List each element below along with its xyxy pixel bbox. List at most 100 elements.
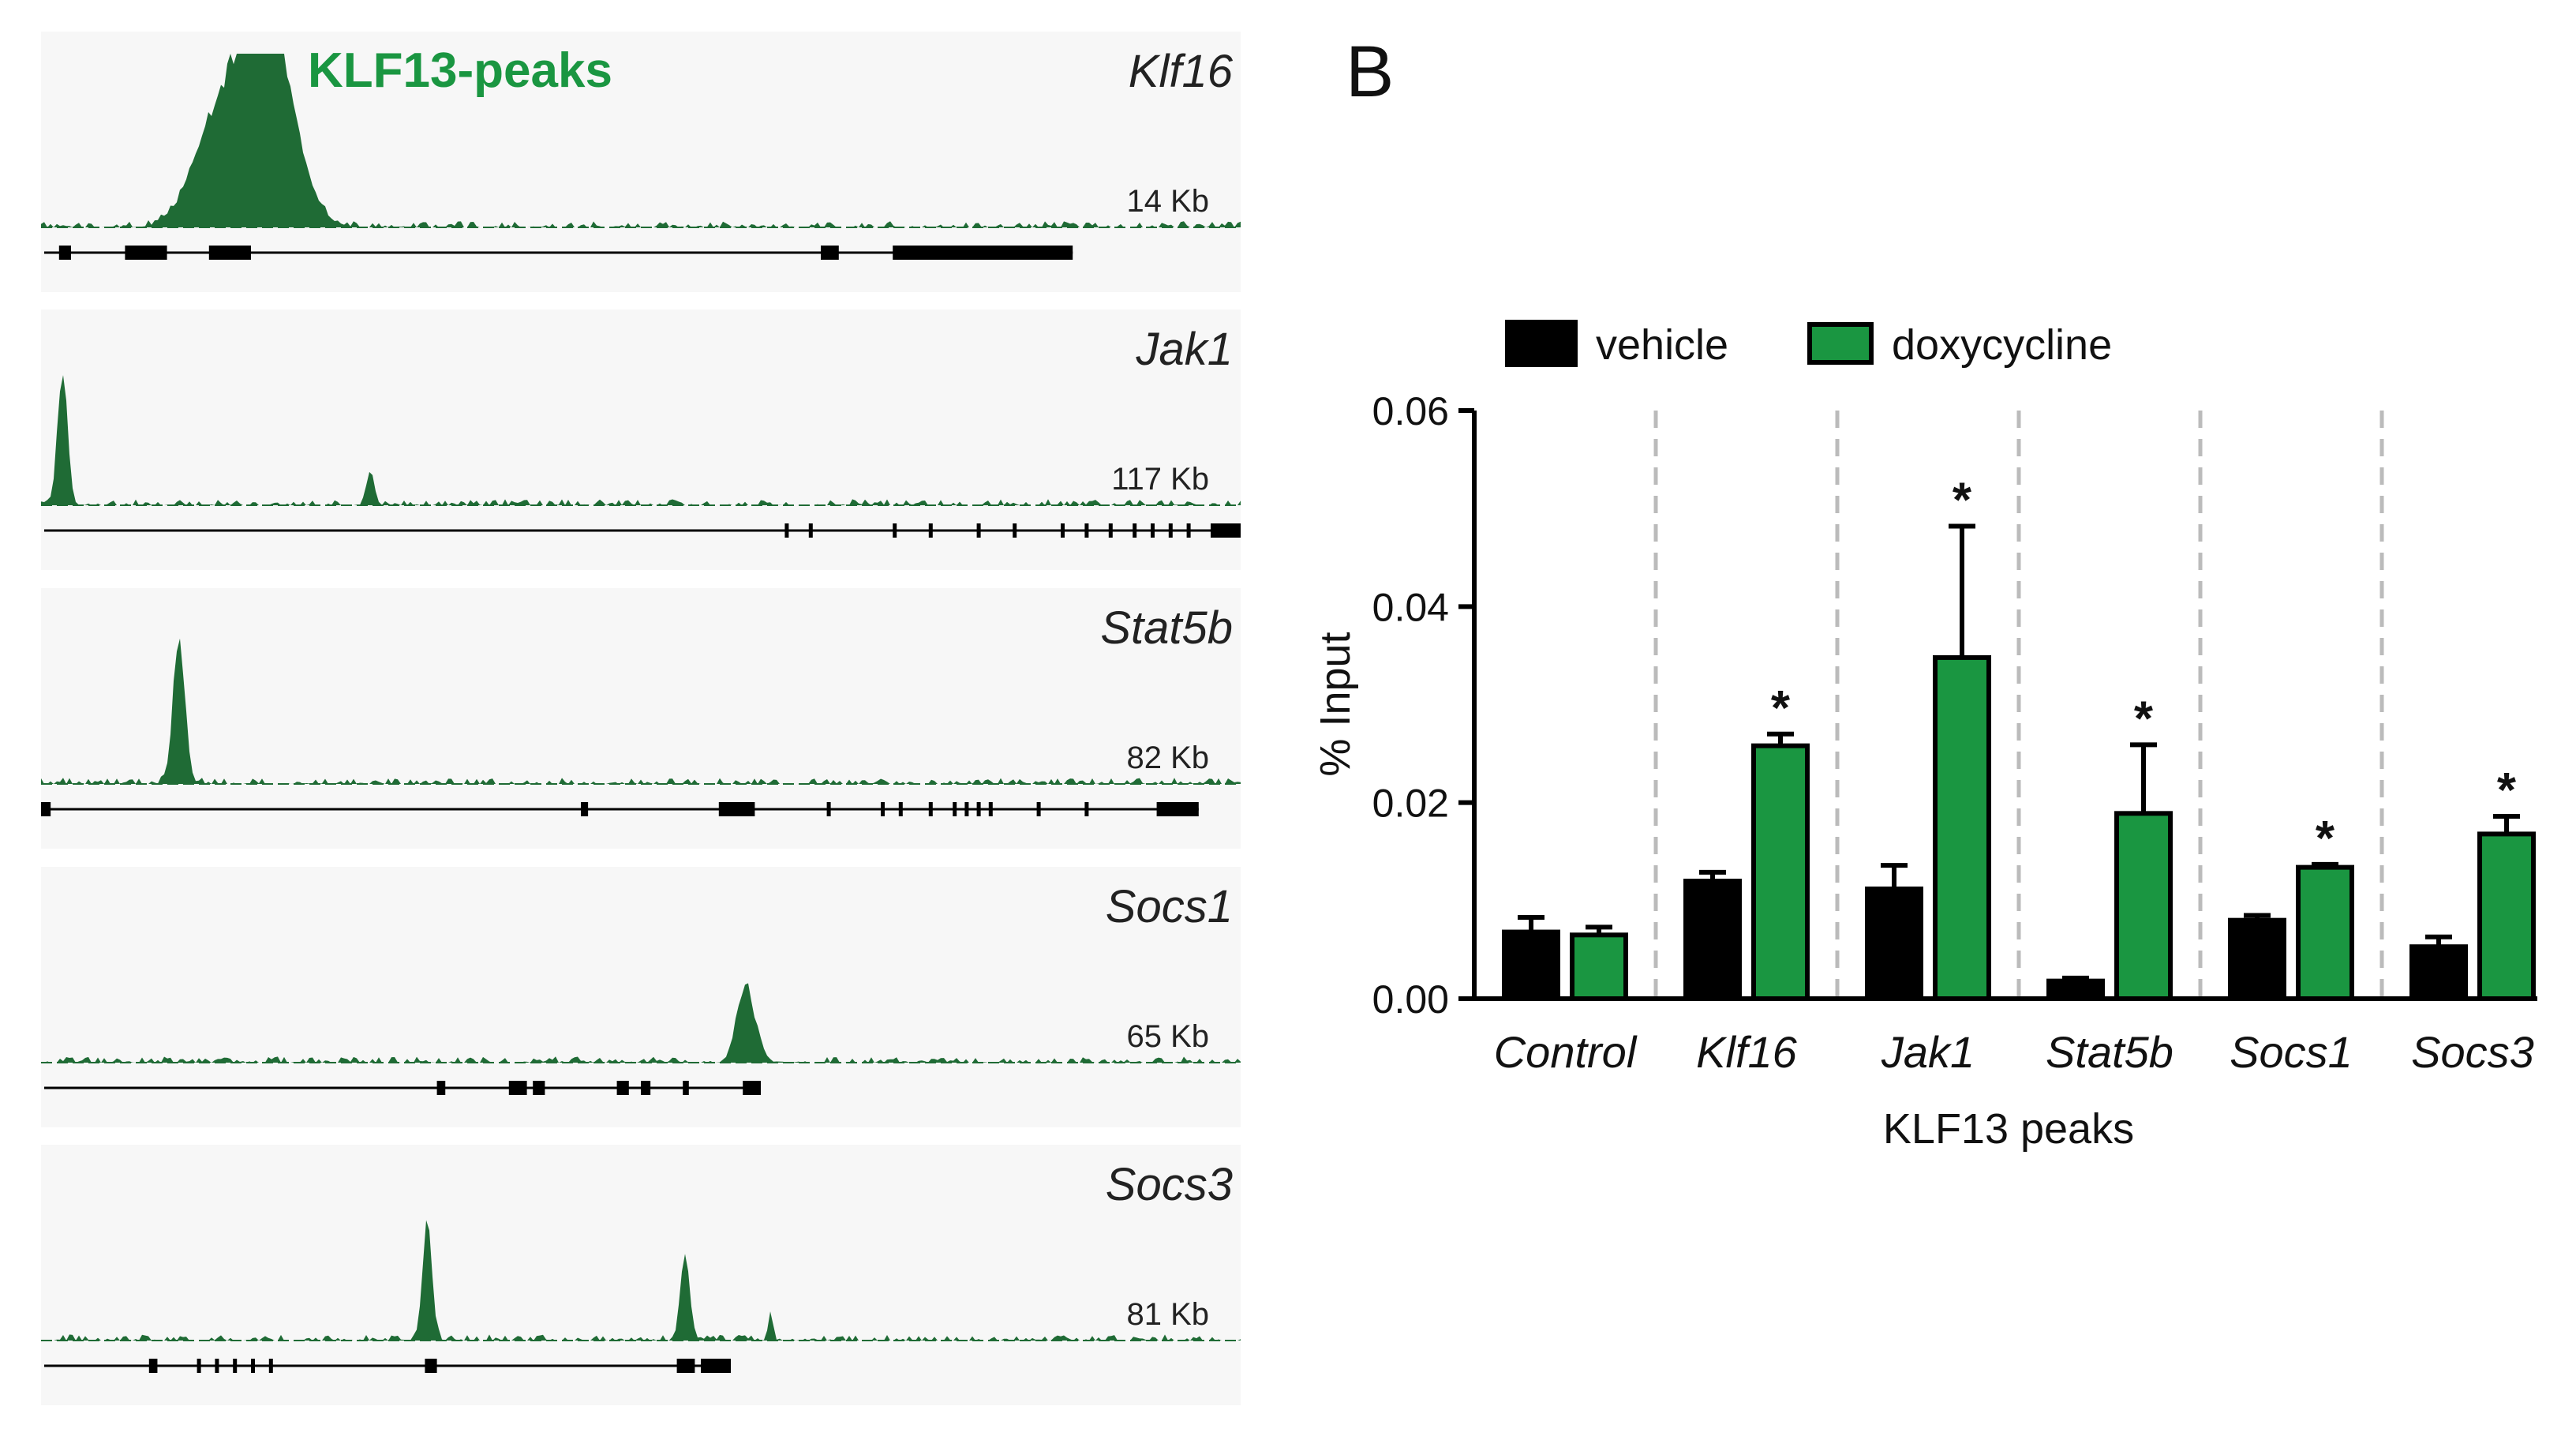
track-gene-name: Klf16 — [1129, 46, 1234, 97]
exon-block — [1156, 802, 1199, 816]
bar-group: * * * * * — [1502, 474, 2536, 1002]
exon-block — [683, 1081, 689, 1095]
track-gene-name: Jak1 — [1135, 324, 1233, 375]
group-separators — [1653, 411, 2384, 999]
exon-block — [808, 523, 813, 538]
exon-block — [1061, 523, 1065, 538]
bar-vehicle-stat5b — [2046, 978, 2105, 1002]
significance-marker: * — [2497, 763, 2517, 818]
exon-block — [928, 523, 933, 538]
exon-block — [616, 1081, 629, 1095]
exon-block — [826, 802, 831, 816]
panel-b-label: B — [1346, 32, 1394, 112]
exon-block — [197, 1359, 201, 1373]
y-tick-label: 0.04 — [1372, 585, 1449, 629]
exon-block — [1133, 523, 1137, 538]
x-axis-title: KLF13 peaks — [1883, 1105, 2134, 1153]
exon-block — [1108, 523, 1113, 538]
significance-marker: * — [1953, 474, 1972, 528]
exon-block — [676, 1359, 695, 1373]
y-tick-label: 0.06 — [1372, 389, 1449, 433]
exon-block — [988, 802, 993, 816]
track-background — [41, 588, 1241, 849]
exon-block — [976, 523, 981, 538]
track-stat5b: Stat5b 82 Kb — [41, 588, 1241, 849]
significance-marker: * — [2316, 812, 2335, 866]
x-tick-label: Control — [1494, 1027, 1638, 1077]
track-background — [41, 309, 1241, 570]
exon-block — [41, 802, 51, 816]
exon-block — [718, 802, 755, 816]
track-group: Klf16 14 Kb Jak1 117 Kb Stat5b 82 Kb Socs1 65 K… — [41, 32, 1241, 1405]
exon-block — [1013, 523, 1017, 538]
significance-marker: * — [2134, 692, 2154, 746]
exon-block — [893, 523, 897, 538]
exon-block — [425, 1359, 437, 1373]
bar-doxycycline-socs1 — [2296, 864, 2354, 1002]
track-gene-name: Stat5b — [1100, 602, 1233, 654]
exon-block — [1084, 523, 1089, 538]
legend-label-vehicle: vehicle — [1596, 321, 1728, 369]
exon-block — [581, 802, 589, 816]
exon-block — [953, 802, 957, 816]
exon-block — [743, 1081, 761, 1095]
y-axis-ticks: 0.00 0.02 0.04 0.06 — [1372, 389, 1474, 1022]
exon-block — [148, 1359, 158, 1373]
exon-block — [58, 246, 71, 260]
bar-vehicle-socs1 — [2228, 917, 2286, 1001]
bar-doxycycline-control — [1570, 932, 1628, 1001]
track-gene-name: Socs1 — [1106, 881, 1233, 932]
track-socs3: Socs3 81 Kb — [41, 1145, 1241, 1405]
exon-block — [881, 802, 885, 816]
track-gene-name: Socs3 — [1106, 1159, 1233, 1210]
coverage-profile — [41, 54, 1241, 227]
exon-block — [125, 246, 167, 260]
y-tick-label: 0.02 — [1372, 782, 1449, 826]
exon-block — [215, 1359, 219, 1373]
exon-block — [893, 246, 1073, 260]
exon-block — [1151, 523, 1155, 538]
exon-block — [1211, 523, 1241, 538]
x-tick-label: Stat5b — [2046, 1027, 2174, 1077]
bar-doxycycline-klf16 — [1751, 743, 1810, 1002]
significance-marker: * — [1771, 681, 1791, 736]
bar-vehicle-socs3 — [2409, 944, 2468, 1001]
exon-block — [928, 802, 933, 816]
bar-vehicle-klf16 — [1683, 879, 1742, 1001]
bar-vehicle-control — [1502, 929, 1560, 1001]
x-axis-ticks: Control Klf16 Jak1 Stat5b Socs1 Socs3 — [1494, 1027, 2534, 1077]
exon-block — [1084, 802, 1089, 816]
bar-doxycycline-jak1 — [1933, 654, 1991, 1002]
track-scale-label: 65 Kb — [1126, 1019, 1209, 1054]
track-socs1: Socs1 65 Kb — [41, 867, 1241, 1127]
exon-block — [233, 1359, 238, 1373]
track-klf16: Klf16 14 Kb — [41, 32, 1241, 292]
exon-block — [898, 802, 903, 816]
legend-swatch-doxycycline — [1807, 322, 1874, 365]
x-tick-label: Klf16 — [1696, 1027, 1797, 1077]
exon-block — [1036, 802, 1041, 816]
x-tick-label: Jak1 — [1881, 1027, 1975, 1077]
exon-block — [701, 1359, 731, 1373]
exon-block — [533, 1081, 545, 1095]
exon-block — [436, 1081, 446, 1095]
x-tick-label: Socs3 — [2411, 1027, 2534, 1077]
exon-block — [784, 523, 789, 538]
exon-block — [208, 246, 251, 260]
legend-label-doxycycline: doxycycline — [1892, 321, 2112, 369]
y-tick-label: 0.00 — [1372, 977, 1449, 1022]
panel-b-bar-chart: B vehicle doxycycline 0.00 0.02 0.04 0.06 %… — [1312, 32, 2537, 1153]
exon-block — [821, 246, 839, 260]
exon-block — [268, 1359, 273, 1373]
track-background — [41, 1145, 1241, 1405]
y-axis-title: % Input — [1312, 632, 1359, 776]
bar-doxycycline-stat5b — [2114, 811, 2173, 1001]
track-scale-label: 81 Kb — [1126, 1297, 1209, 1332]
bar-vehicle-jak1 — [1865, 886, 1923, 1002]
bar-doxycycline-socs3 — [2477, 831, 2536, 1002]
track-jak1: Jak1 117 Kb — [41, 309, 1241, 570]
exon-block — [976, 802, 981, 816]
legend-swatch-vehicle — [1505, 320, 1578, 367]
